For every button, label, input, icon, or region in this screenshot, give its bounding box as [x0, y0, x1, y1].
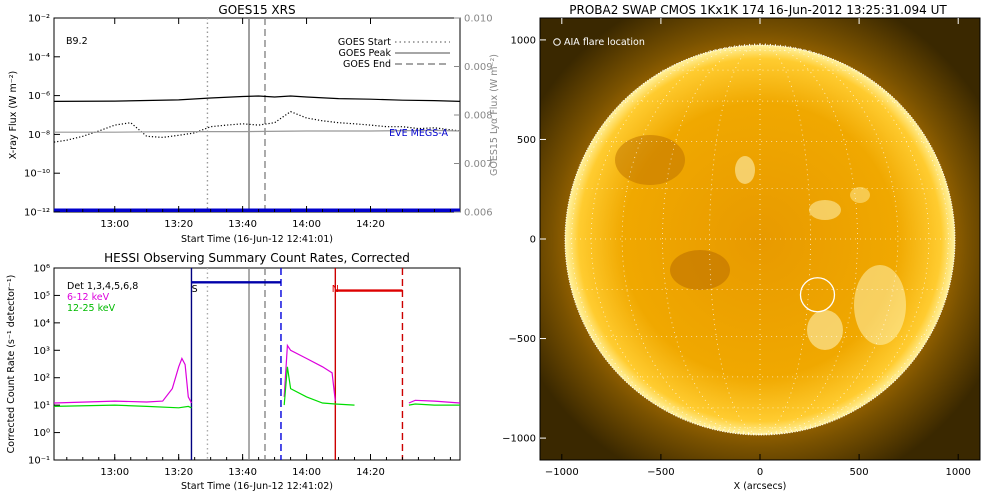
- goes-y-tick-label: 10⁻⁶: [28, 91, 50, 102]
- goes-series-long: [54, 95, 460, 102]
- hessi-series-12-25-keV-b: [283, 366, 355, 406]
- goes-right-y-tick-label: 0.010: [464, 14, 493, 25]
- goes-series-lya: [54, 129, 460, 133]
- hessi-x-tick-label: 13:40: [228, 467, 257, 478]
- goes-y-axis-label: X-ray Flux (W m⁻²): [8, 71, 19, 160]
- goes-right-y-tick-label: 0.009: [464, 62, 493, 73]
- goes-x-tick-label: 13:20: [164, 219, 193, 230]
- hessi-marker-N: N: [332, 284, 339, 295]
- eve-label: EVE MEGS-A: [389, 128, 448, 139]
- goes-x-tick-label: 14:20: [356, 219, 385, 230]
- hessi-series: [54, 343, 460, 409]
- goes-title: GOES15 XRS: [218, 3, 295, 17]
- legend-goes-start: GOES Start: [338, 37, 391, 48]
- swap-x-ticks: −1000 −500 0 500 1000: [545, 18, 971, 478]
- swap-y-tick-label: −500: [509, 334, 536, 345]
- goes-right-y-ticks: 0.006 0.007 0.008 0.009 0.010: [454, 14, 493, 219]
- hessi-marker-S: S: [192, 284, 198, 295]
- longitude-line: [709, 43, 761, 435]
- aia-legend-label: AIA flare location: [564, 37, 645, 48]
- hessi-x-tick-label: 14:20: [356, 467, 385, 478]
- hessi-y-tick-label: 10³: [33, 346, 50, 357]
- hessi-y-tick-label: 10⁶: [33, 264, 50, 275]
- legend-6-12-kev: 6-12 keV: [67, 292, 110, 303]
- hessi-x-tick-label: 13:20: [164, 467, 193, 478]
- hessi-frame: [53, 267, 461, 461]
- hessi-y-axis-label: Corrected Count Rate (s⁻¹ detector⁻¹): [6, 275, 17, 454]
- swap-x-tick-label: 1000: [945, 467, 970, 478]
- hessi-series-6-12-keV-c: [408, 399, 460, 404]
- goes-y-tick-label: 10⁻⁸: [28, 130, 50, 141]
- legend-detectors: Det 1,3,4,5,6,8: [67, 281, 138, 292]
- hessi-y-ticks: 10⁻¹ 10⁰ 10¹ 10² 10³ 10⁴ 10⁵ 10⁶: [28, 264, 60, 467]
- swap-x-tick-label: −1000: [545, 467, 579, 478]
- hessi-event-lines: [190, 268, 404, 460]
- legend-goes-peak: GOES Peak: [339, 48, 392, 59]
- hessi-series-12-25-keV-c: [408, 403, 460, 406]
- hessi-y-tick-label: 10⁻¹: [28, 456, 50, 467]
- hessi-x-ticks: 13:00 13:20 13:40 14:00 14:20: [66, 454, 451, 478]
- hessi-x-axis-label: Start Time (16-Jun-12 12:41:02): [181, 481, 333, 492]
- aia-legend-circle-icon: [553, 38, 561, 46]
- hessi-series-6-12-keV: [54, 357, 193, 404]
- goes-right-y-axis-label: GOES15 Lyα Flux (W m⁻²): [489, 54, 500, 176]
- goes-x-tick-label: 13:40: [228, 219, 257, 230]
- goes-y-tick-label: 10⁻¹²: [24, 208, 50, 219]
- hessi-series-12-25-keV: [54, 404, 192, 409]
- goes-y-tick-label: 10⁻⁴: [28, 52, 50, 63]
- legend-12-25-kev: 12-25 keV: [67, 303, 116, 314]
- goes-frame: [53, 17, 461, 213]
- swap-y-tick-label: 0: [530, 235, 536, 246]
- goes-series: [54, 95, 460, 212]
- limb-outline: [564, 44, 956, 436]
- sun-active-regions: [615, 135, 906, 350]
- hessi-x-tick-label: 13:00: [100, 467, 129, 478]
- heliographic-grid: [565, 43, 955, 435]
- legend-goes-end: GOES End: [343, 59, 391, 70]
- goes-right-y-tick-label: 0.007: [464, 159, 493, 170]
- goes-y-ticks: 10⁻¹² 10⁻¹⁰ 10⁻⁸ 10⁻⁶ 10⁻⁴ 10⁻²: [24, 14, 60, 219]
- hessi-y-tick-label: 10⁴: [33, 318, 50, 329]
- hessi-title: HESSI Observing Summary Count Rates, Cor…: [104, 251, 410, 265]
- swap-x-tick-label: 0: [757, 467, 763, 478]
- goes-class-annotation: B9.2: [66, 36, 88, 47]
- flare-location-marker: [799, 277, 836, 313]
- goes-right-y-tick-label: 0.006: [464, 208, 493, 219]
- longitude-line: [571, 43, 761, 435]
- swap-x-axis-label: X (arcsecs): [734, 481, 787, 492]
- swap-panel: PROBA2 SWAP CMOS 1Kx1K 174 16-Jun-2012 1…: [502, 3, 981, 492]
- goes-x-axis-label: Start Time (16-Jun-12 12:41:01): [181, 234, 333, 245]
- swap-y-tick-label: 1000: [511, 35, 536, 46]
- goes-y-tick-label: 10⁻¹⁰: [24, 169, 50, 180]
- longitude-line: [759, 43, 949, 435]
- goes-x-ticks: 13:00 13:20 13:40 14:00 14:20: [66, 18, 451, 230]
- swap-x-tick-label: −500: [647, 467, 674, 478]
- goes-right-y-tick-label: 0.008: [464, 111, 493, 122]
- swap-y-ticks: 1000 500 0 −500 −1000: [502, 35, 546, 445]
- hessi-panel: HESSI Observing Summary Count Rates, Cor…: [6, 251, 461, 492]
- swap-x-tick-label: 500: [850, 467, 869, 478]
- goes-x-tick-label: 13:00: [100, 219, 129, 230]
- swap-y-tick-label: −1000: [502, 434, 536, 445]
- goes-legend: GOES Start GOES Peak GOES End: [338, 37, 450, 70]
- goes-panel: GOES15 XRS 13:00 13:20 13:40 14:00 14:20 10⁻…: [8, 3, 500, 245]
- swap-title: PROBA2 SWAP CMOS 1Kx1K 174 16-Jun-2012 1…: [569, 3, 947, 17]
- hessi-legend: Det 1,3,4,5,6,8 6-12 keV 12-25 keV: [67, 281, 138, 314]
- goes-event-lines: [206, 18, 266, 212]
- swap-y-tick-label: 500: [517, 135, 536, 146]
- hessi-y-tick-label: 10⁰: [33, 428, 50, 439]
- longitude-line: [759, 43, 811, 435]
- hessi-y-tick-label: 10²: [33, 373, 50, 384]
- goes-x-tick-label: 14:00: [292, 219, 321, 230]
- goes-series-short: [54, 110, 460, 143]
- hessi-y-tick-label: 10⁵: [33, 291, 50, 302]
- hessi-series-6-12-keV-b: [283, 343, 336, 402]
- goes-y-tick-label: 10⁻²: [28, 14, 50, 25]
- hessi-x-tick-label: 14:00: [292, 467, 321, 478]
- hessi-y-tick-label: 10¹: [33, 401, 50, 412]
- hessi-attenuator-bars: [191, 281, 403, 292]
